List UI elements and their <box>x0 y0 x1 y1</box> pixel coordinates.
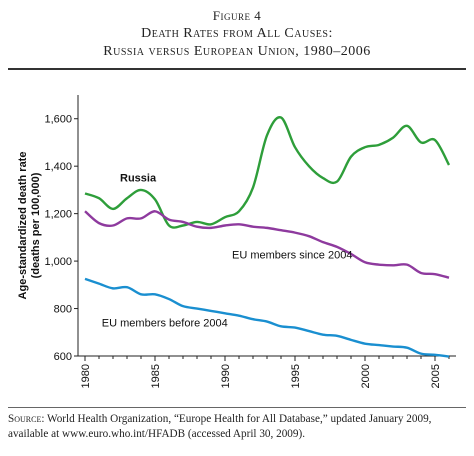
y-axis-label-line-2: (deaths per 100,000) <box>30 172 42 278</box>
series-label-eu-members-before-2004: EU members before 2004 <box>102 317 228 329</box>
series-line-russia <box>84 116 451 229</box>
series-line-eu-members-before-2004 <box>84 277 450 358</box>
y-tick-label: 1,200 <box>44 209 72 221</box>
source-text: World Health Organization, “Europe Healt… <box>8 413 432 440</box>
x-tick-label: 1985 <box>150 364 162 388</box>
y-tick-label: 1,000 <box>44 256 72 268</box>
source-note: Source: World Health Organization, “Euro… <box>8 412 468 442</box>
y-axis-label-line-1: Age-standardized death rate <box>17 152 29 300</box>
series-label-russia: Russia <box>120 173 157 185</box>
x-tick-label: 1980 <box>80 364 92 388</box>
x-tick-label: 2000 <box>360 364 372 388</box>
series-label-eu-members-since-2004: EU members since 2004 <box>232 250 352 262</box>
x-tick-label: 2005 <box>430 364 442 388</box>
series-line-eu-members-since-2004 <box>84 210 450 279</box>
y-tick-label: 600 <box>54 351 72 363</box>
y-tick-label: 1,400 <box>44 161 72 173</box>
x-tick-label: 1995 <box>290 364 302 388</box>
y-tick-label: 1,600 <box>44 114 72 126</box>
top-rule <box>8 68 466 70</box>
bottom-rule <box>8 407 466 408</box>
figure-label: Figure 4 <box>212 8 262 23</box>
x-tick-label: 1990 <box>220 364 232 388</box>
source-prefix: Source: <box>8 413 45 425</box>
chart-title-line-1: Death Rates from All Causes: <box>141 26 333 41</box>
chart-title-line-2: Russia versus European Union, 1980–2006 <box>103 44 371 59</box>
y-tick-label: 800 <box>54 304 72 316</box>
